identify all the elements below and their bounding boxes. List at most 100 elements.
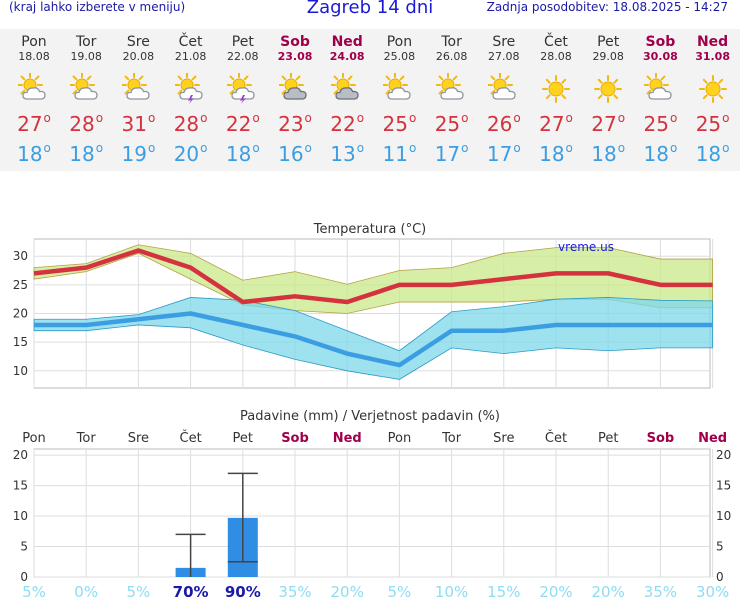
day-name: Sre <box>126 34 150 50</box>
precip-probability: 35% <box>644 583 677 600</box>
temp-min: 17o <box>434 141 469 166</box>
precip-y-tick-right: 0 <box>716 570 724 584</box>
temp-max: 25o <box>643 111 678 136</box>
precip-y-tick-left: 0 <box>20 570 28 584</box>
day-column: Sob 23.08 23o 16o <box>269 29 321 166</box>
precip-probability: 70% <box>173 583 209 600</box>
temp-min: 18o <box>69 141 104 166</box>
precip-y-tick-left: 20 <box>13 448 28 462</box>
last-update: Zadnja posodobitev: 18.08.2025 - 14:27 <box>486 0 728 14</box>
sun-cloud-storm-icon <box>173 72 207 105</box>
precip-day-label: Sob <box>281 431 309 446</box>
temp-min: 18o <box>643 141 678 166</box>
temp-min: 18o <box>225 141 260 166</box>
day-date: 24.08 <box>329 50 365 63</box>
temp-max: 25o <box>695 111 730 136</box>
precip-day-label: Čet <box>180 430 202 446</box>
precip-probability: 0% <box>74 583 98 600</box>
day-date: 28.08 <box>540 50 572 63</box>
day-name: Čet <box>178 34 203 50</box>
temp-max: 27o <box>17 111 51 136</box>
temp-max: 25o <box>382 111 417 136</box>
precip-probability: 20% <box>592 583 625 600</box>
day-column: Tor 26.08 25o 17o <box>426 29 478 166</box>
precip-probability: 5% <box>22 583 46 600</box>
precip-y-tick-right: 5 <box>716 540 724 554</box>
min-temp-line <box>34 311 713 368</box>
watermark: vreme.us <box>558 240 614 254</box>
precip-day-label: Čet <box>545 430 567 446</box>
day-name: Ned <box>331 34 363 50</box>
temp-min: 17o <box>486 141 521 166</box>
day-name: Pon <box>21 34 47 50</box>
precip-day-label: Tor <box>76 431 97 446</box>
day-name: Ned <box>696 34 729 50</box>
temp-max: 28o <box>173 111 208 136</box>
precip-day-label: Ned <box>333 431 362 446</box>
precip-day-label: Tor <box>441 431 462 446</box>
sun-cloud-storm-icon <box>225 72 259 105</box>
temp-max: 31o <box>121 111 156 136</box>
day-column: Pon 18.08 27o 18o <box>8 29 60 166</box>
precip-day-label: Pet <box>598 431 618 446</box>
sun-cloud-icon <box>17 72 50 105</box>
day-column: Čet 28.08 27o 18o <box>530 29 582 166</box>
day-name: Tor <box>75 34 97 50</box>
temp-min: 20o <box>173 141 208 166</box>
day-date: 21.08 <box>174 50 207 63</box>
precip-plot-frame <box>33 448 711 578</box>
day-column: Tor 19.08 28o 18o <box>60 29 112 166</box>
sun-cloud-icon <box>121 72 154 105</box>
precip-probability: 90% <box>225 583 261 600</box>
temp-max: 23o <box>278 111 312 136</box>
temp-chart-title: Temperatura (°C) <box>313 222 426 237</box>
temp-min: 19o <box>121 141 156 166</box>
precip-probability: 20% <box>539 583 572 600</box>
page-title: Zagreb 14 dni <box>306 0 434 18</box>
precip-probability: 20% <box>331 583 364 600</box>
day-name: Sob <box>645 34 676 50</box>
day-column: Sre 20.08 31o 19o <box>112 29 164 166</box>
day-date: 30.08 <box>642 50 678 63</box>
sun-cloud-icon <box>69 72 102 105</box>
precip-y-tick-left: 5 <box>20 540 28 554</box>
temp-y-tick: 25 <box>13 278 28 292</box>
precip-day-label: Sre <box>493 431 514 446</box>
temp-min: 16o <box>278 141 312 166</box>
temp-min: 13o <box>330 141 365 166</box>
temp-min: 18o <box>591 141 626 166</box>
sun-cloud-icon <box>382 72 415 105</box>
day-name: Pet <box>597 34 620 50</box>
sun-cloud-icon <box>643 72 676 105</box>
day-name: Tor <box>441 34 462 50</box>
day-date: 27.08 <box>488 50 520 63</box>
temp-max: 25o <box>434 111 469 136</box>
temp-max: 27o <box>591 111 626 136</box>
day-column: Čet 21.08 28o 20o <box>165 29 217 166</box>
temp-min: 18o <box>695 141 730 166</box>
precip-y-tick-left: 15 <box>13 479 28 493</box>
precip-probability: 10% <box>435 583 468 600</box>
day-date: 25.08 <box>383 50 416 63</box>
day-column: Ned 24.08 22o 13o <box>321 29 373 166</box>
sun-dark-cloud-icon <box>330 72 363 105</box>
day-column: Sre 27.08 26o 17o <box>478 29 530 166</box>
sun-cloud-icon <box>434 72 468 105</box>
sun-cloud-icon <box>486 72 520 105</box>
precip-day-label: Sre <box>128 431 149 446</box>
day-date: 18.08 <box>18 50 50 63</box>
precip-y-tick-left: 10 <box>13 509 28 523</box>
temp-min: 18o <box>539 141 573 166</box>
precip-day-label: Ned <box>698 431 727 446</box>
header-note: (kraj lahko izberete v meniju) <box>9 0 186 14</box>
day-column: Pet 29.08 27o 18o <box>582 29 634 166</box>
temp-max: 28o <box>69 111 104 136</box>
precip-y-tick-right: 10 <box>716 509 731 523</box>
precip-chart-title: Padavine (mm) / Verjetnost padavin (%) <box>240 409 500 424</box>
precip-day-label: Sob <box>647 431 675 446</box>
precip-probability: 15% <box>487 583 520 600</box>
sun-icon <box>540 73 572 105</box>
temp-max: 26o <box>486 111 521 136</box>
temp-y-tick: 20 <box>13 307 28 321</box>
day-name: Sre <box>492 34 516 50</box>
